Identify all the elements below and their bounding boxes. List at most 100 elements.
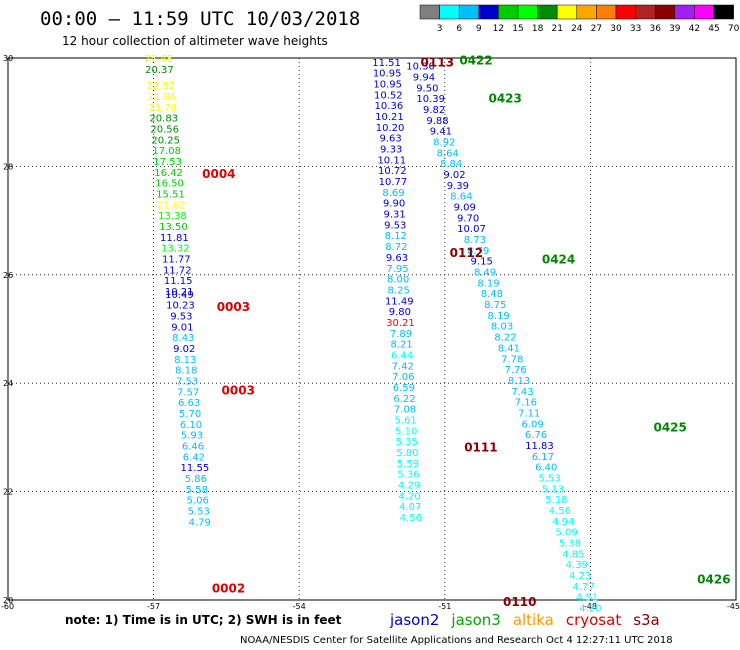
wave-height-point: 8.19 — [488, 311, 510, 322]
wave-height-point: 5.53 — [188, 507, 210, 518]
wave-height-point: 10.20 — [376, 123, 405, 134]
wave-height-point: 5.06 — [187, 496, 209, 507]
color-swatch — [458, 4, 480, 20]
wave-height-point: 9.80 — [389, 307, 411, 318]
wave-height-point: 7.57 — [177, 387, 199, 398]
wave-height-point: 11.72 — [163, 265, 192, 276]
footer-text: NOAA/NESDIS Center for Satellite Applica… — [240, 635, 673, 646]
wave-height-point: 5.36 — [397, 470, 419, 481]
wave-height-point: 4.20 — [579, 604, 601, 615]
wave-height-point: 5.86 — [185, 474, 207, 485]
y-tick-label: 22 — [3, 488, 13, 497]
color-scale-label: 39 — [669, 24, 681, 34]
wave-height-point: 6.17 — [532, 452, 554, 463]
wave-height-point: 9.39 — [447, 181, 469, 192]
wave-height-point: 9.53 — [170, 311, 192, 322]
y-tick-label: 24 — [3, 379, 13, 388]
wave-height-point: 7.43 — [511, 387, 533, 398]
wave-height-point: 10.52 — [374, 90, 403, 101]
wave-height-point: 8.64 — [450, 192, 472, 203]
time-label: 0422 — [459, 54, 492, 68]
wave-height-point: 11.49 — [385, 296, 414, 307]
y-tick-label: 26 — [3, 271, 13, 280]
wave-height-point: 8.73 — [464, 235, 486, 246]
wave-height-point: 4.29 — [398, 481, 420, 492]
color-swatch — [537, 4, 558, 20]
legend-jason3: jason3 — [450, 611, 500, 629]
wave-height-point: 10.95 — [373, 69, 402, 80]
wave-height-point: 15.51 — [156, 190, 185, 201]
color-swatch — [576, 4, 597, 20]
wave-height-point: 5.18 — [545, 495, 567, 506]
wave-height-point: 9.01 — [171, 322, 193, 333]
color-scale-label: 30 — [610, 24, 622, 34]
x-tick-label: -57 — [147, 602, 160, 611]
wave-height-point: 6.63 — [178, 398, 200, 409]
color-scale-label: 33 — [630, 24, 641, 34]
wave-height-point: 16.42 — [154, 168, 183, 179]
wave-height-point: 9.53 — [384, 220, 406, 231]
wave-height-point: 7.78 — [501, 354, 523, 365]
wave-height-point: 9.63 — [386, 253, 408, 264]
wave-height-point: 4.56 — [549, 506, 571, 517]
color-scale-label: 15 — [512, 24, 523, 34]
wave-height-point: 11.83 — [525, 441, 554, 452]
wave-height-point: 8.64 — [437, 148, 459, 159]
time-label: 0113 — [421, 55, 454, 69]
wave-height-point: 8.13 — [508, 376, 530, 387]
wave-height-point: 10.77 — [379, 177, 408, 188]
wave-height-point: 5.10 — [395, 426, 417, 437]
time-label: 0111 — [464, 441, 497, 455]
color-scale-label: 42 — [689, 24, 700, 34]
wave-height-point: 5.13 — [542, 484, 564, 495]
color-swatch — [654, 4, 676, 20]
note-text: note: 1) Time is in UTC; 2) SWH is in fe… — [65, 613, 342, 627]
wave-height-point: 20.56 — [150, 124, 179, 135]
wave-height-point: 6.09 — [522, 419, 544, 430]
wave-height-point: 5.80 — [396, 448, 418, 459]
wave-height-point: 6.46 — [182, 442, 204, 453]
color-scale-label: 70 — [728, 24, 740, 34]
time-label: 0426 — [697, 572, 730, 586]
time-label: 0003 — [222, 384, 255, 398]
wave-height-point: 5.93 — [181, 431, 203, 442]
color-swatch — [498, 4, 519, 20]
wave-height-point: 4.79 — [189, 517, 211, 528]
color-swatch — [635, 4, 656, 20]
wave-height-point: 8.13 — [174, 355, 196, 366]
wave-height-point: 4.23 — [569, 571, 591, 582]
satellite-legend: jason2 jason3 altika cryosat s3a — [389, 611, 660, 629]
wave-height-point: 5.59 — [397, 459, 419, 470]
time-label: 0003 — [217, 300, 250, 314]
wave-height-point: 17.08 — [152, 146, 181, 157]
wave-height-point: 8.43 — [172, 333, 194, 344]
wave-height-point: 9.02 — [173, 344, 195, 355]
color-swatch — [478, 4, 499, 20]
time-label: 0110 — [503, 595, 536, 609]
color-scale-label: 9 — [476, 24, 482, 34]
color-scale-label: 6 — [456, 24, 462, 34]
wave-height-point: 4.07 — [399, 502, 421, 513]
wave-height-point: 8.72 — [385, 242, 407, 253]
wave-height-point: 5.70 — [179, 409, 201, 420]
wave-height-point: 4.94 — [552, 517, 574, 528]
wave-height-point: 4.51 — [576, 593, 598, 604]
wave-height-point: 7.53 — [176, 376, 198, 387]
wave-height-point: 22.52 — [147, 81, 176, 92]
wave-height-point: 6.22 — [393, 394, 415, 405]
color-scale-label: 36 — [649, 24, 661, 34]
time-label: 0004 — [202, 167, 235, 181]
time-label: 0423 — [488, 92, 521, 106]
color-swatch — [439, 4, 460, 20]
grid-lines — [7, 57, 737, 601]
wave-height-point: 20.83 — [149, 114, 178, 125]
chart-title: 00:00 – 11:59 UTC 10/03/2018 — [40, 8, 360, 30]
wave-height-point: 10.21 — [375, 112, 404, 123]
wave-height-point: 7.06 — [392, 372, 414, 383]
wave-height-point: 10.39 — [416, 94, 445, 105]
wave-height-point: 8.84 — [440, 159, 462, 170]
wave-height-point: 4.56 — [400, 513, 422, 524]
wave-height-point: 21.78 — [148, 103, 177, 114]
wave-height-point: 10.23 — [166, 301, 195, 312]
wave-height-point: 6.59 — [393, 383, 415, 394]
